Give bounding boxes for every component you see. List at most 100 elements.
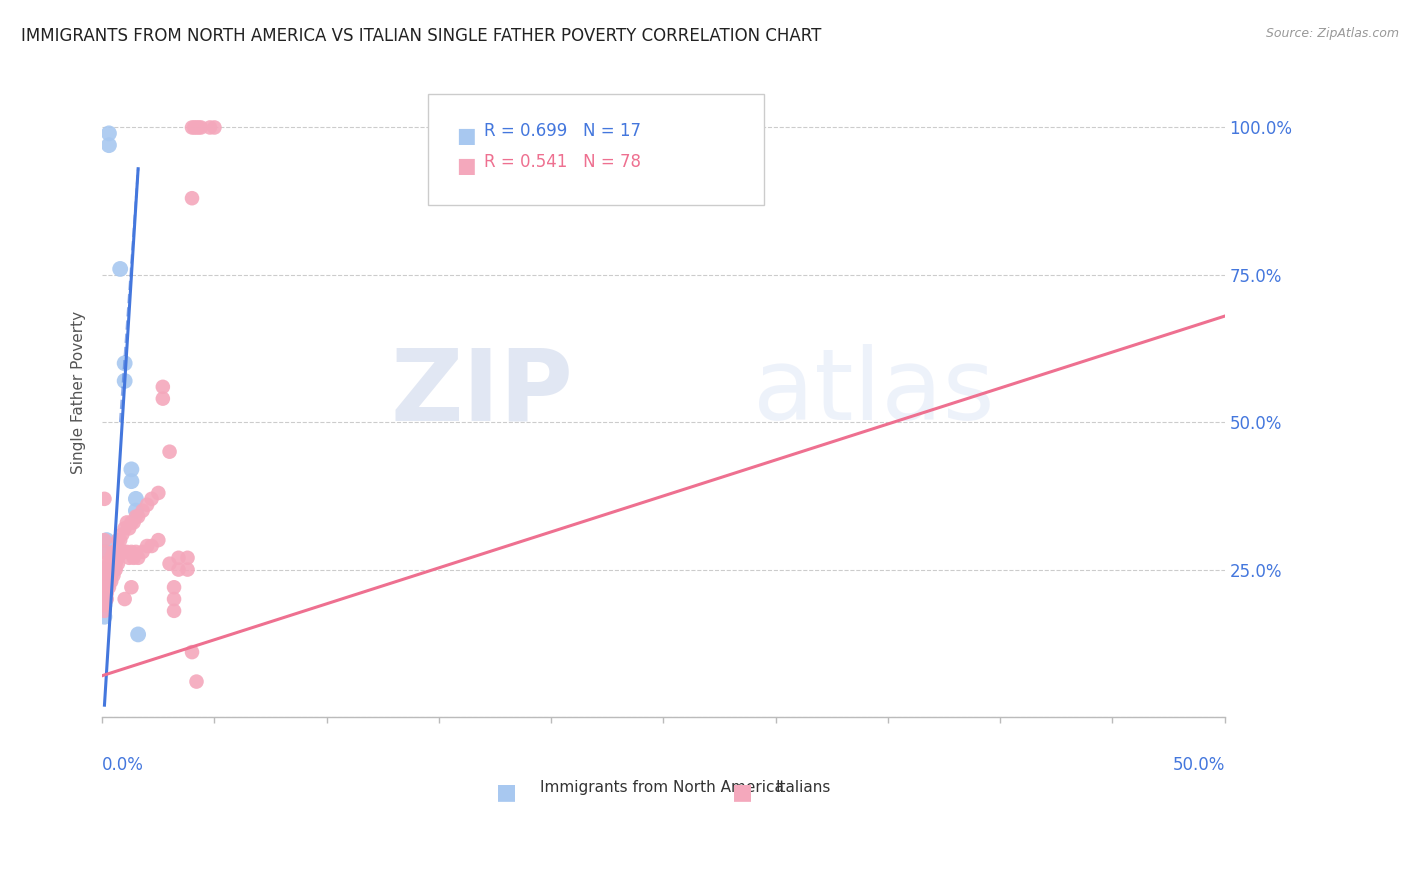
Point [181, 645, 204, 659]
Point [96, 563, 118, 577]
Point [131, 545, 153, 559]
Point [187, 120, 209, 135]
Point [118, 550, 141, 565]
Point [120, 516, 142, 530]
Point [104, 563, 127, 577]
Point [103, 545, 125, 559]
Point [136, 498, 159, 512]
Point [97, 580, 120, 594]
Point [93, 563, 115, 577]
Point [100, 568, 122, 582]
Point [120, 462, 142, 476]
Point [125, 509, 148, 524]
Point [176, 563, 198, 577]
Point [97, 127, 120, 141]
Point [108, 262, 131, 277]
Point [100, 557, 122, 571]
Point [167, 550, 190, 565]
Text: R = 0.699   N = 17: R = 0.699 N = 17 [484, 122, 641, 140]
Point [114, 521, 136, 535]
Point [190, 120, 212, 135]
Point [125, 491, 148, 506]
Point [100, 550, 122, 565]
Point [104, 550, 127, 565]
Point [148, 486, 170, 500]
Point [104, 545, 127, 559]
Point [125, 503, 148, 517]
Text: IMMIGRANTS FROM NORTH AMERICA VS ITALIAN SINGLE FATHER POVERTY CORRELATION CHART: IMMIGRANTS FROM NORTH AMERICA VS ITALIAN… [21, 27, 821, 45]
Point [181, 191, 204, 205]
Point [93, 598, 115, 612]
Text: R = 0.541   N = 78: R = 0.541 N = 78 [484, 153, 641, 170]
Point [93, 609, 115, 624]
Point [159, 444, 181, 458]
Point [107, 545, 129, 559]
Point [97, 138, 120, 153]
Point [114, 374, 136, 388]
Point [120, 580, 142, 594]
Text: Immigrants from North America: Immigrants from North America [540, 780, 785, 795]
Point [114, 356, 136, 370]
Point [100, 563, 122, 577]
Point [122, 550, 145, 565]
Point [115, 545, 138, 559]
Point [131, 503, 153, 517]
Point [111, 527, 134, 541]
Point [141, 491, 163, 506]
Point [152, 380, 174, 394]
Point [152, 392, 174, 406]
Text: ■: ■ [731, 781, 752, 802]
Point [163, 604, 186, 618]
Text: Source: ZipAtlas.com: Source: ZipAtlas.com [1265, 27, 1399, 40]
Point [125, 545, 148, 559]
Point [93, 592, 115, 607]
Point [127, 509, 149, 524]
Point [97, 557, 120, 571]
Point [114, 545, 136, 559]
Point [96, 545, 118, 559]
Point [93, 598, 115, 612]
Point [108, 545, 131, 559]
Text: ■: ■ [456, 126, 475, 145]
Text: ZIP: ZIP [391, 344, 574, 442]
Text: ■: ■ [456, 156, 475, 176]
Point [93, 586, 115, 600]
Text: Italians: Italians [776, 780, 831, 795]
Point [93, 568, 115, 582]
Point [198, 120, 221, 135]
Point [107, 550, 129, 565]
Text: ■: ■ [496, 781, 517, 802]
Point [97, 568, 120, 582]
Point [141, 539, 163, 553]
Point [127, 627, 149, 641]
Point [120, 474, 142, 488]
Point [107, 557, 129, 571]
Point [96, 586, 118, 600]
Point [115, 516, 138, 530]
Point [93, 545, 115, 559]
Point [96, 568, 118, 582]
Point [93, 604, 115, 618]
Point [96, 533, 118, 548]
Y-axis label: Single Father Poverty: Single Father Poverty [72, 311, 86, 475]
FancyBboxPatch shape [427, 95, 765, 204]
Point [93, 533, 115, 548]
Point [93, 574, 115, 589]
Text: 50.0%: 50.0% [1173, 756, 1225, 774]
Point [148, 533, 170, 548]
Point [136, 539, 159, 553]
Point [159, 557, 181, 571]
Point [93, 580, 115, 594]
Point [103, 557, 125, 571]
Point [167, 563, 190, 577]
Point [104, 557, 127, 571]
Point [93, 592, 115, 607]
Point [96, 580, 118, 594]
Point [111, 545, 134, 559]
Point [118, 521, 141, 535]
Point [186, 674, 208, 689]
Point [163, 580, 186, 594]
Point [186, 120, 208, 135]
Point [96, 574, 118, 589]
Point [93, 491, 115, 506]
